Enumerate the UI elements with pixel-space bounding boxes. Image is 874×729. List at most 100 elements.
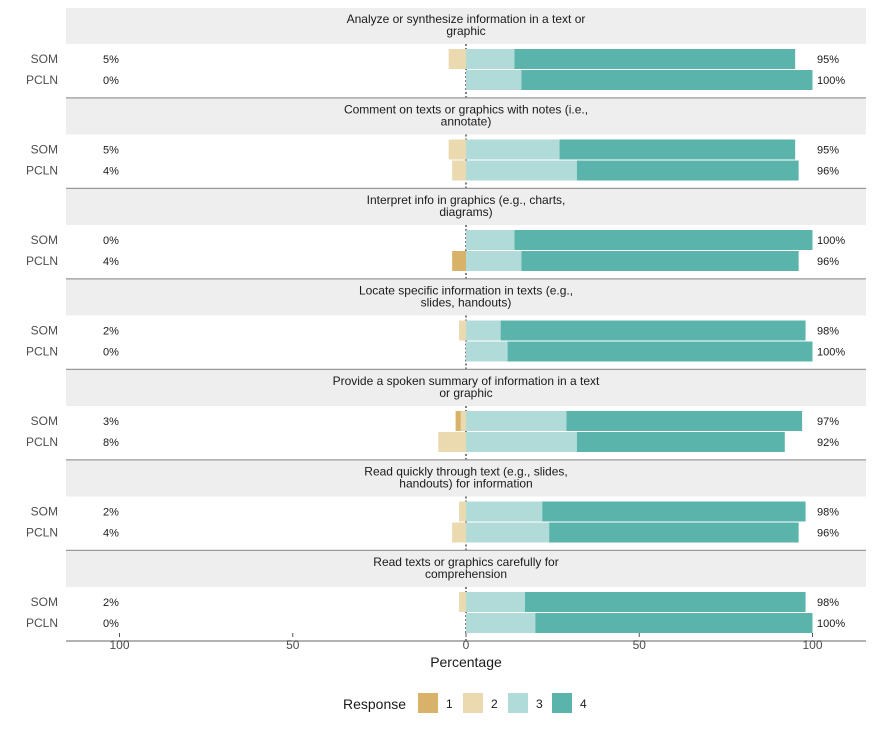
bar-segment-response-4	[549, 523, 798, 543]
x-tick-label: 50	[286, 638, 300, 652]
bar-segment-response-2	[452, 161, 466, 181]
low-percent-label: 5%	[103, 145, 119, 157]
bar-segment-response-4	[542, 502, 805, 522]
bar-segment-response-4	[508, 342, 813, 362]
legend-title: Response	[343, 696, 406, 712]
low-percent-label: 0%	[103, 347, 119, 359]
panel-title: annotate)	[441, 115, 492, 129]
legend-swatch-2	[463, 693, 483, 713]
bar-segment-response-2	[459, 321, 466, 341]
low-percent-label: 2%	[103, 507, 119, 519]
x-tick-label: 100	[802, 638, 822, 652]
row-group-label: PCLN	[26, 164, 58, 178]
panel-title: or graphic	[439, 386, 492, 400]
high-percent-label: 97%	[817, 416, 839, 428]
high-percent-label: 100%	[817, 347, 845, 359]
high-percent-label: 96%	[817, 166, 839, 178]
bar-segment-response-3	[466, 613, 535, 633]
bar-segment-response-4	[521, 251, 798, 271]
panel-title: diagrams)	[439, 205, 492, 219]
high-percent-label: 98%	[817, 326, 839, 338]
bar-segment-response-2	[459, 592, 466, 612]
low-percent-label: 4%	[103, 166, 119, 178]
legend-label: 4	[580, 697, 587, 711]
row-group-label: SOM	[31, 324, 58, 338]
bar-segment-response-2	[438, 432, 466, 452]
x-tick-label: 100	[109, 638, 129, 652]
bar-segment-response-2	[459, 502, 466, 522]
panel-title: comprehension	[425, 567, 507, 581]
bar-segment-response-3	[466, 502, 542, 522]
bar-segment-response-3	[466, 49, 515, 69]
bar-segment-response-1	[452, 251, 466, 271]
legend-label: 2	[491, 697, 498, 711]
row-group-label: SOM	[31, 595, 58, 609]
x-tick-label: 0	[463, 638, 470, 652]
bar-segment-response-4	[525, 592, 806, 612]
low-percent-label: 4%	[103, 528, 119, 540]
row-group-label: PCLN	[26, 435, 58, 449]
panel-title: graphic	[446, 24, 485, 38]
bar-segment-response-3	[466, 321, 501, 341]
bar-segment-response-2	[449, 140, 466, 160]
bar-segment-response-4	[515, 230, 813, 250]
bar-segment-response-4	[560, 140, 796, 160]
row-group-label: PCLN	[26, 526, 58, 540]
bar-segment-response-3	[466, 342, 508, 362]
high-percent-label: 95%	[817, 145, 839, 157]
row-group-label: SOM	[31, 414, 58, 428]
low-percent-label: 5%	[103, 54, 119, 66]
row-group-label: PCLN	[26, 345, 58, 359]
low-percent-label: 8%	[103, 437, 119, 449]
bar-segment-response-3	[466, 161, 577, 181]
bar-segment-response-3	[466, 592, 525, 612]
legend-swatch-1	[418, 693, 438, 713]
bar-segment-response-4	[521, 70, 812, 90]
bar-segment-response-4	[566, 411, 802, 431]
high-percent-label: 100%	[817, 235, 845, 247]
high-percent-label: 98%	[817, 507, 839, 519]
high-percent-label: 98%	[817, 597, 839, 609]
legend-swatch-3	[508, 693, 528, 713]
bar-segment-response-3	[466, 523, 549, 543]
legend-label: 3	[536, 697, 543, 711]
bar-segment-response-3	[466, 251, 521, 271]
bar-segment-response-3	[466, 230, 515, 250]
x-tick-label: 50	[633, 638, 647, 652]
row-group-label: SOM	[31, 143, 58, 157]
legend-label: 1	[446, 697, 453, 711]
low-percent-label: 3%	[103, 416, 119, 428]
low-percent-label: 0%	[103, 75, 119, 87]
low-percent-label: 0%	[103, 618, 119, 630]
low-percent-label: 2%	[103, 326, 119, 338]
bar-segment-response-4	[535, 613, 812, 633]
bar-segment-response-3	[466, 411, 566, 431]
row-group-label: PCLN	[26, 254, 58, 268]
row-group-label: PCLN	[26, 616, 58, 630]
high-percent-label: 95%	[817, 54, 839, 66]
bar-segment-response-3	[466, 432, 577, 452]
bar-segment-response-4	[515, 49, 796, 69]
bar-segment-response-4	[577, 432, 785, 452]
panel-title: handouts) for information	[399, 477, 532, 491]
bar-segment-response-1	[456, 411, 461, 431]
row-group-label: SOM	[31, 52, 58, 66]
row-group-label: SOM	[31, 505, 58, 519]
bar-segment-response-2	[449, 49, 466, 69]
row-group-label: SOM	[31, 233, 58, 247]
bar-segment-response-3	[466, 140, 560, 160]
row-group-label: PCLN	[26, 73, 58, 87]
legend-swatch-4	[552, 693, 572, 713]
high-percent-label: 100%	[817, 618, 845, 630]
low-percent-label: 0%	[103, 235, 119, 247]
low-percent-label: 2%	[103, 597, 119, 609]
high-percent-label: 100%	[817, 75, 845, 87]
low-percent-label: 4%	[103, 256, 119, 268]
bar-segment-response-3	[466, 70, 521, 90]
x-axis-title: Percentage	[430, 654, 502, 670]
high-percent-label: 96%	[817, 256, 839, 268]
high-percent-label: 92%	[817, 437, 839, 449]
bar-segment-response-4	[577, 161, 799, 181]
panel-title: slides, handouts)	[421, 296, 512, 310]
bar-segment-response-2	[452, 523, 466, 543]
